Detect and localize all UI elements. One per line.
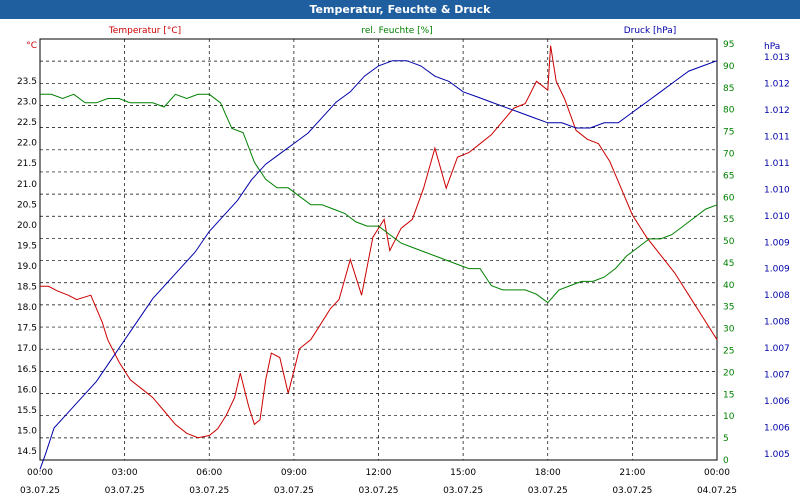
x-tick-time: 09:00 bbox=[281, 468, 307, 478]
humidity-tick: 0 bbox=[723, 456, 729, 466]
humidity-tick: 65 bbox=[723, 171, 734, 181]
humidity-tick: 5 bbox=[723, 434, 729, 444]
axes: 00:00 03.07.25 03:00 03.07.25 06:00 03.07.25 0… bbox=[17, 26, 790, 496]
temp-tick: 15.0 bbox=[17, 426, 37, 436]
x-tick-time: 12:00 bbox=[366, 468, 392, 478]
series-line-pressure bbox=[39, 60, 718, 470]
pressure-tick: 1.007 bbox=[764, 371, 790, 381]
temp-tick: 20.5 bbox=[17, 200, 37, 210]
humidity-tick: 40 bbox=[723, 281, 735, 291]
x-tick-time: 06:00 bbox=[196, 468, 222, 478]
temp-tick: 16.0 bbox=[17, 385, 37, 395]
pressure-tick: 1.010 bbox=[764, 212, 790, 222]
pressure-tick: 1.008 bbox=[764, 318, 790, 328]
x-tick-date: 04.07.25 bbox=[697, 486, 737, 496]
humidity-tick: 60 bbox=[723, 193, 735, 203]
x-tick-time: 03:00 bbox=[112, 468, 138, 478]
grid bbox=[40, 39, 717, 460]
x-tick-date: 03.07.25 bbox=[189, 486, 229, 496]
x-tick-time: 00:00 bbox=[27, 468, 53, 478]
pressure-tick: 1.008 bbox=[764, 291, 790, 301]
humidity-tick: 15 bbox=[723, 390, 734, 400]
x-tick-date: 03.07.25 bbox=[20, 486, 60, 496]
x-tick-time: 21:00 bbox=[619, 468, 645, 478]
temp-tick: 21.5 bbox=[17, 159, 37, 169]
pressure-axis-label: Druck [hPa] bbox=[624, 26, 677, 36]
humidity-tick: 85 bbox=[723, 84, 734, 94]
temp-axis-label: Temperatur [°C] bbox=[108, 26, 181, 36]
x-tick-date: 03.07.25 bbox=[528, 486, 568, 496]
temp-tick: 22.0 bbox=[17, 139, 37, 149]
pressure-tick: 1.005 bbox=[764, 450, 790, 460]
series-group bbox=[39, 45, 718, 470]
x-tick-time: 00:00 bbox=[704, 468, 730, 478]
pressure-tick: 1.013 bbox=[764, 53, 790, 63]
humidity-tick: 50 bbox=[723, 237, 735, 247]
temp-tick: 20.0 bbox=[17, 221, 37, 231]
pressure-tick: 1.007 bbox=[764, 344, 790, 354]
pressure-tick: 1.006 bbox=[764, 397, 790, 407]
x-tick-date: 03.07.25 bbox=[274, 486, 314, 496]
humidity-tick: 95 bbox=[723, 40, 734, 50]
chart-title: Temperatur, Feuchte & Druck bbox=[0, 0, 800, 19]
temp-tick: 15.5 bbox=[17, 406, 37, 416]
humidity-tick: 30 bbox=[723, 325, 735, 335]
temp-tick: 14.5 bbox=[17, 447, 37, 457]
pressure-tick: 1.009 bbox=[764, 265, 790, 275]
temp-tick: 22.5 bbox=[17, 118, 37, 128]
temp-tick: 18.0 bbox=[17, 303, 37, 313]
humidity-tick: 10 bbox=[723, 412, 735, 422]
humidity-tick: 35 bbox=[723, 303, 734, 313]
temp-tick: 19.0 bbox=[17, 262, 37, 272]
temp-tick: 17.5 bbox=[17, 324, 37, 334]
humidity-tick: 80 bbox=[723, 106, 735, 116]
temp-tick: 17.0 bbox=[17, 344, 37, 354]
humidity-tick: 70 bbox=[723, 149, 735, 159]
chart: 00:00 03.07.25 03:00 03.07.25 06:00 03.07.25 0… bbox=[17, 26, 790, 496]
pressure-tick: 1.012 bbox=[764, 106, 790, 116]
pressure-tick: 1.011 bbox=[764, 132, 790, 142]
x-tick-date: 03.07.25 bbox=[105, 486, 145, 496]
x-tick-date: 03.07.25 bbox=[443, 486, 483, 496]
temp-unit: °C bbox=[26, 41, 37, 51]
temp-tick: 18.5 bbox=[17, 283, 37, 293]
pressure-tick: 1.006 bbox=[764, 424, 790, 434]
humidity-tick: 45 bbox=[723, 259, 734, 269]
temp-tick: 23.5 bbox=[17, 77, 37, 87]
pressure-tick: 1.009 bbox=[764, 238, 790, 248]
humidity-axis-label: rel. Feuchte [%] bbox=[361, 26, 432, 36]
x-tick-time: 15:00 bbox=[450, 468, 476, 478]
temp-tick: 16.5 bbox=[17, 365, 37, 375]
humidity-tick: 20 bbox=[723, 368, 735, 378]
pressure-tick: 1.010 bbox=[764, 185, 790, 195]
temp-tick: 23.0 bbox=[17, 98, 37, 108]
humidity-tick: 25 bbox=[723, 347, 734, 357]
humidity-tick: 90 bbox=[723, 62, 735, 72]
series-line-humidity bbox=[40, 93, 718, 304]
x-tick-time: 18:00 bbox=[535, 468, 561, 478]
x-tick-date: 03.07.25 bbox=[358, 486, 398, 496]
series-line-temperature bbox=[40, 45, 718, 439]
pressure-tick: 1.011 bbox=[764, 159, 790, 169]
temp-tick: 19.5 bbox=[17, 241, 37, 251]
x-tick-date: 03.07.25 bbox=[612, 486, 652, 496]
pressure-tick: 1.012 bbox=[764, 79, 790, 89]
pressure-unit: hPa bbox=[764, 42, 780, 52]
humidity-tick: 55 bbox=[723, 215, 734, 225]
humidity-tick: 75 bbox=[723, 128, 734, 138]
temp-tick: 21.0 bbox=[17, 180, 37, 190]
